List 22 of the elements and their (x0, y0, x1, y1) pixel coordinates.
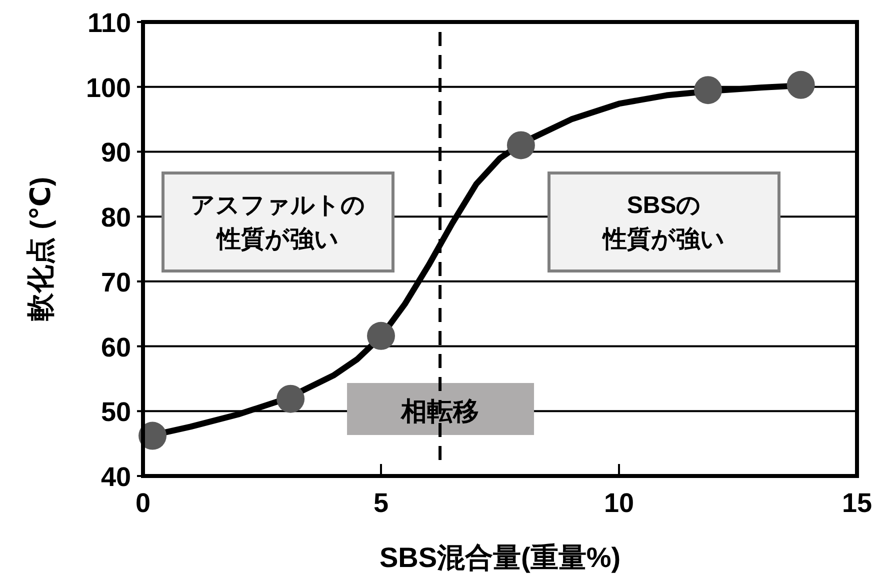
x-tick-label: 15 (842, 488, 872, 518)
x-tick-label: 10 (604, 488, 634, 518)
y-tick-label: 80 (100, 202, 131, 233)
y-tick-label: 50 (100, 397, 131, 428)
point (786, 70, 815, 99)
annotation: アスファルトの性質が強い (190, 192, 366, 253)
point (506, 131, 535, 160)
point (367, 322, 395, 350)
y-tick-label: 40 (100, 462, 131, 492)
ref-line-label: 相転移 (400, 396, 480, 426)
x-tick-label: 0 (135, 488, 151, 518)
point (276, 384, 305, 413)
y-tick-label: 90 (100, 138, 131, 168)
y-tick-label: 110 (87, 8, 131, 38)
x-axis-title: SBS混合量(重量%) (379, 542, 621, 573)
y-tick-label: 70 (100, 267, 131, 298)
y-tick-label: 60 (100, 332, 131, 362)
y-tick-label: 100 (86, 72, 131, 103)
annotation: SBSの性質が強い (603, 192, 725, 253)
point (694, 76, 722, 104)
y-axis-title: 軟化点 (℃) (25, 176, 56, 322)
x-tick-label: 5 (373, 488, 389, 518)
